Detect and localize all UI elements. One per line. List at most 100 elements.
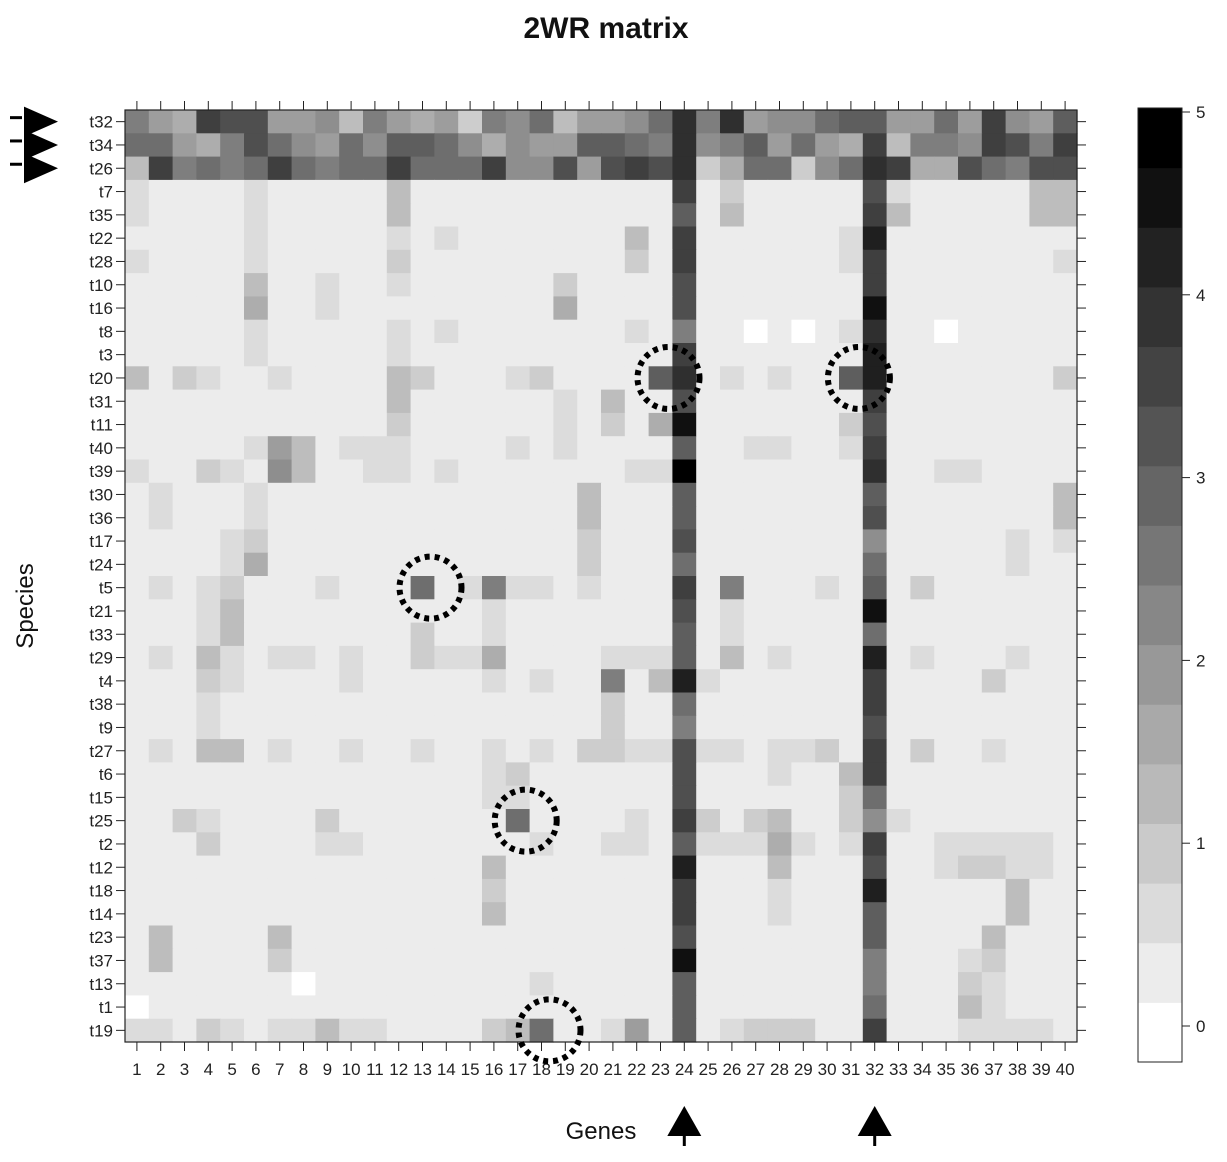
- heatmap-cell: [172, 412, 197, 437]
- heatmap-cell: [244, 179, 269, 204]
- heatmap-cell: [862, 412, 888, 437]
- heatmap-cell: [958, 925, 983, 950]
- heatmap-cell: [125, 249, 150, 274]
- heatmap-cell: [648, 948, 673, 973]
- heatmap-cell: [410, 436, 435, 461]
- heatmap-cell: [339, 785, 364, 810]
- heatmap-cell: [862, 925, 888, 950]
- heatmap-cell: [648, 1018, 673, 1043]
- heatmap-cell: [529, 925, 554, 950]
- heatmap-cell: [791, 948, 816, 973]
- heatmap-cell: [1029, 948, 1054, 973]
- heatmap-cell: [981, 855, 1007, 880]
- heatmap-cell: [624, 762, 650, 787]
- heatmap-cell: [172, 133, 197, 158]
- heatmap-cell: [363, 925, 388, 950]
- heatmap-cell: [553, 366, 578, 391]
- heatmap-cell: [910, 226, 935, 251]
- heatmap-cell: [577, 902, 602, 927]
- heatmap-cell: [910, 133, 935, 158]
- heatmap-cell: [410, 319, 435, 344]
- heatmap-cell: [244, 902, 269, 927]
- heatmap-cell: [910, 552, 935, 577]
- heatmap-cell: [767, 319, 792, 344]
- x-tick-label: 12: [389, 1060, 408, 1079]
- heatmap-cell: [720, 692, 745, 717]
- heatmap-cell: [791, 902, 816, 927]
- heatmap-cell: [267, 506, 293, 530]
- heatmap-cell: [958, 576, 983, 600]
- y-tick-label: t26: [89, 159, 113, 178]
- heatmap-cell: [648, 436, 673, 461]
- heatmap-cell: [886, 972, 911, 996]
- x-tick-label: 33: [889, 1060, 908, 1079]
- heatmap-cell: [1029, 715, 1054, 740]
- heatmap-cell: [315, 389, 340, 414]
- heatmap-cell: [648, 739, 673, 763]
- heatmap-cell: [624, 273, 650, 297]
- heatmap-cell: [125, 436, 150, 461]
- heatmap-cell: [720, 506, 745, 530]
- heatmap-cell: [553, 692, 578, 717]
- heatmap-cell: [672, 785, 697, 810]
- heatmap-cell: [291, 506, 316, 530]
- heatmap-cell: [1005, 878, 1030, 903]
- heatmap-cell: [505, 203, 531, 228]
- heatmap-cell: [244, 576, 269, 600]
- heatmap-cell: [648, 715, 673, 740]
- heatmap-cell: [648, 809, 673, 833]
- heatmap-cell: [196, 296, 221, 321]
- heatmap-cell: [125, 739, 150, 763]
- heatmap-cell: [386, 645, 412, 670]
- heatmap-cell: [553, 179, 578, 204]
- heatmap-cell: [981, 669, 1007, 694]
- heatmap-cell: [767, 972, 792, 996]
- heatmap-cell: [696, 552, 721, 577]
- heatmap-cell: [910, 855, 935, 880]
- heatmap-cell: [601, 156, 626, 181]
- colorbar-segment: [1138, 525, 1182, 586]
- heatmap-cell: [981, 110, 1007, 134]
- heatmap-cell: [601, 902, 626, 927]
- heatmap-cell: [458, 1018, 483, 1043]
- heatmap-cell: [696, 203, 721, 228]
- heatmap-cell: [886, 296, 911, 321]
- heatmap-cell: [148, 855, 174, 880]
- heatmap-cell: [839, 249, 864, 274]
- heatmap-cell: [981, 995, 1007, 1020]
- heatmap-cell: [244, 273, 269, 297]
- heatmap-cell: [434, 110, 459, 134]
- heatmap-cell: [410, 855, 435, 880]
- heatmap-cell: [196, 739, 221, 763]
- heatmap-cell: [981, 506, 1007, 530]
- heatmap-cell: [434, 1018, 459, 1043]
- heatmap-cell: [148, 156, 174, 181]
- heatmap-cell: [934, 925, 959, 950]
- heatmap-cell: [315, 436, 340, 461]
- y-tick-label: t9: [99, 718, 113, 737]
- heatmap-cell: [172, 179, 197, 204]
- x-tick-label: 36: [960, 1060, 979, 1079]
- heatmap-cell: [458, 552, 483, 577]
- heatmap-cell: [696, 645, 721, 670]
- heatmap-cell: [505, 343, 531, 367]
- heatmap-cell: [315, 552, 340, 577]
- heatmap-cell: [386, 762, 412, 787]
- heatmap-cell: [862, 156, 888, 181]
- heatmap-cell: [125, 809, 150, 833]
- heatmap-cell: [862, 599, 888, 624]
- heatmap-cell: [601, 669, 626, 694]
- heatmap-cell: [672, 179, 697, 204]
- heatmap-cell: [148, 506, 174, 530]
- heatmap-cell: [244, 878, 269, 903]
- heatmap-cell: [553, 809, 578, 833]
- heatmap-cell: [196, 529, 221, 554]
- heatmap-cell: [934, 436, 959, 461]
- heatmap-cell: [862, 692, 888, 717]
- heatmap-cell: [958, 389, 983, 414]
- heatmap-cell: [839, 902, 864, 927]
- heatmap-cell: [720, 645, 745, 670]
- heatmap-cell: [363, 552, 388, 577]
- heatmap-cell: [958, 226, 983, 251]
- heatmap-cell: [267, 296, 293, 321]
